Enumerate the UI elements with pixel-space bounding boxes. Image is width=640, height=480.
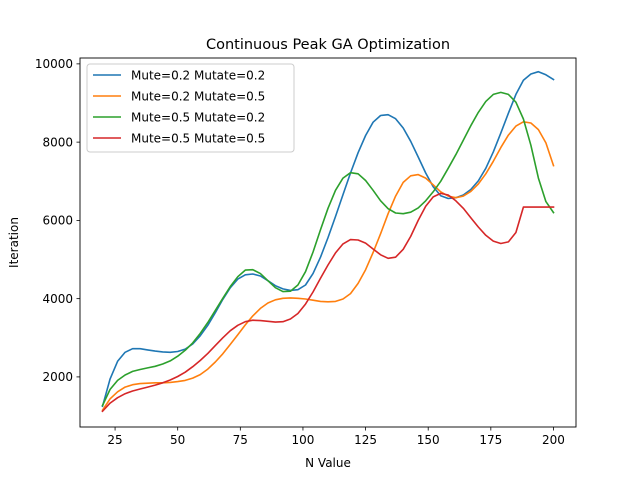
series-line-4 xyxy=(101,192,555,413)
legend-label-1: Mute=0.2 Mutate=0.2 xyxy=(131,68,265,82)
chart-title: Continuous Peak GA Optimization xyxy=(206,37,450,53)
x-tick-label: 175 xyxy=(479,433,502,447)
x-tick-label: 100 xyxy=(291,433,314,447)
x-axis: 25 50 75 100 125 150 175 200 xyxy=(107,427,565,447)
series-line-2 xyxy=(101,121,555,412)
x-axis-label: N Value xyxy=(305,456,351,470)
plot-lines xyxy=(101,70,555,413)
legend-label-4: Mute=0.5 Mutate=0.5 xyxy=(131,131,265,145)
series-line-1 xyxy=(101,70,555,408)
legend: Mute=0.2 Mutate=0.2 Mute=0.2 Mutate=0.5 Mu… xyxy=(86,63,295,153)
y-tick-label: 2000 xyxy=(42,370,73,384)
x-tick-label: 125 xyxy=(354,433,377,447)
x-tick-label: 200 xyxy=(542,433,565,447)
legend-label-2: Mute=0.2 Mutate=0.5 xyxy=(131,89,265,103)
legend-label-3: Mute=0.5 Mutate=0.2 xyxy=(131,110,265,124)
x-tick-label: 150 xyxy=(417,433,440,447)
legend-box xyxy=(86,63,295,153)
y-tick-label: 6000 xyxy=(42,214,73,228)
y-axis: 2000 4000 6000 8000 10000 xyxy=(35,57,80,384)
y-tick-label: 10000 xyxy=(35,57,73,71)
y-tick-label: 8000 xyxy=(42,135,73,149)
series-line-3 xyxy=(101,91,555,407)
y-tick-label: 4000 xyxy=(42,292,73,306)
x-tick-label: 25 xyxy=(107,433,122,447)
x-tick-label: 75 xyxy=(233,433,248,447)
y-axis-label: Iteration xyxy=(7,217,21,268)
plot-frame xyxy=(79,57,577,428)
x-tick-label: 50 xyxy=(170,433,185,447)
